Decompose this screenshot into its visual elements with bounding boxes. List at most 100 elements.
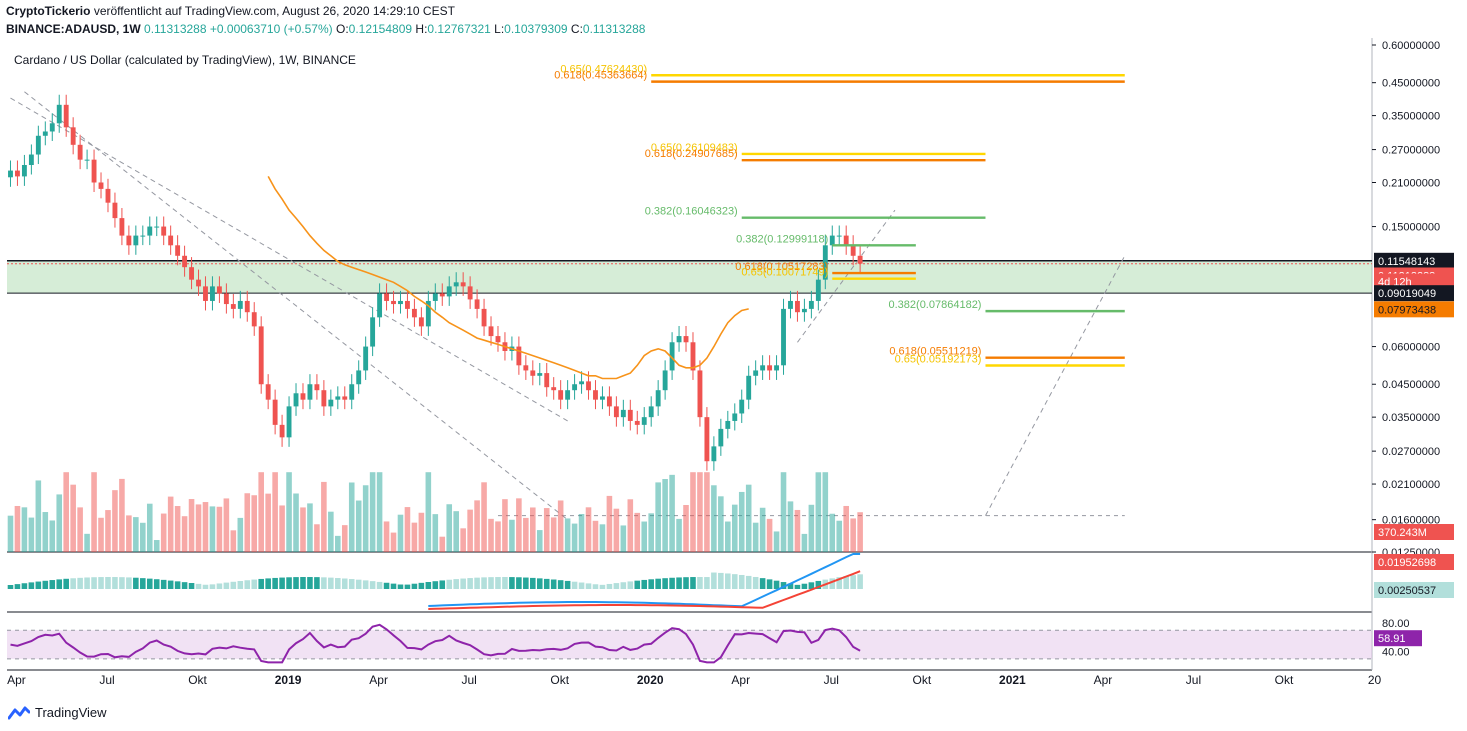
time-tick-label: Apr bbox=[1094, 673, 1113, 687]
macd-histogram-bar bbox=[787, 583, 794, 589]
volume-bar bbox=[230, 530, 237, 552]
macd-histogram-bar bbox=[613, 583, 620, 589]
candle-body bbox=[42, 131, 48, 136]
volume-bar bbox=[676, 518, 682, 552]
macd-histogram-bar bbox=[585, 583, 592, 589]
rsi-tick-label: 40.00 bbox=[1382, 647, 1410, 659]
candle-body bbox=[8, 170, 13, 178]
macd-histogram-bar bbox=[307, 577, 313, 589]
macd-label: 0.00250537 bbox=[1378, 585, 1436, 597]
time-tick-label: Okt bbox=[188, 673, 207, 687]
candle-body bbox=[781, 308, 786, 366]
candle-body bbox=[606, 396, 612, 407]
time-tick-label: Apr bbox=[369, 673, 388, 687]
macd-histogram-bar bbox=[244, 580, 251, 589]
candle-body bbox=[808, 300, 814, 309]
price-label: 0.09019049 bbox=[1378, 288, 1436, 300]
macd-histogram-bar bbox=[383, 582, 390, 589]
macd-histogram-bar bbox=[683, 577, 689, 589]
macd-histogram-bar bbox=[662, 578, 668, 589]
candle-body bbox=[732, 413, 738, 421]
high-label: H: bbox=[415, 22, 428, 36]
tradingview-logo[interactable]: TradingView bbox=[8, 705, 107, 720]
macd-histogram-bar bbox=[523, 577, 529, 589]
candle-body bbox=[432, 293, 438, 301]
macd-histogram-bar bbox=[181, 582, 188, 589]
candle-body bbox=[676, 336, 682, 343]
macd-histogram-bar bbox=[35, 581, 42, 589]
candle-body bbox=[384, 293, 389, 301]
candle-body bbox=[600, 396, 605, 400]
volume-bar bbox=[530, 507, 536, 552]
volume-bar bbox=[502, 499, 508, 552]
price-chart[interactable]: 0.65(0.47624430)0.618(0.45363664) 0.65(0.… bbox=[0, 38, 1467, 698]
publisher-name[interactable]: CryptoTickerio bbox=[6, 4, 91, 18]
macd-histogram-bar bbox=[578, 582, 585, 589]
volume-bar bbox=[690, 472, 696, 552]
candle-body bbox=[140, 235, 146, 237]
macd-histogram-bar bbox=[731, 574, 738, 589]
macd-histogram-bar bbox=[550, 579, 557, 589]
volume-bar bbox=[35, 480, 42, 552]
price-tick-label: 0.21000000 bbox=[1382, 177, 1440, 189]
time-tick-label: Jul bbox=[461, 673, 476, 687]
macd-histogram-bar bbox=[112, 577, 118, 589]
volume-bar bbox=[711, 485, 717, 552]
volume-bar bbox=[725, 521, 731, 552]
candle-body bbox=[697, 370, 703, 418]
trend-lines bbox=[10, 91, 1126, 521]
price-tick-label: 0.27000000 bbox=[1382, 145, 1440, 157]
volume-bar bbox=[509, 519, 515, 552]
fib-level-label: 0.382(0.07864182) bbox=[889, 299, 982, 311]
time-tick-label: Jul bbox=[99, 673, 114, 687]
candle-body bbox=[15, 170, 20, 177]
macd-histogram-bar bbox=[446, 579, 453, 589]
volume-bar bbox=[550, 517, 557, 552]
macd-histogram-bar bbox=[530, 577, 536, 589]
price-axis: 0.60000000 0.45000000 0.35000000 0.27000000… bbox=[1372, 40, 1454, 659]
candle-body bbox=[230, 304, 236, 309]
macd-histogram-bar bbox=[70, 578, 76, 589]
fib-levels: 0.65(0.47624430)0.618(0.45363664) 0.65(0.… bbox=[554, 63, 1125, 367]
candle-body bbox=[572, 384, 578, 391]
volume-bar bbox=[801, 533, 808, 552]
candle-body bbox=[760, 365, 766, 371]
volume-bar bbox=[857, 512, 863, 552]
macd-histogram-bar bbox=[230, 581, 237, 589]
macd-histogram-bar bbox=[84, 577, 90, 589]
chart-area[interactable]: 0.65(0.47624430) 0.618(0.45363664) 0.65(0.… bbox=[0, 38, 1467, 698]
macd-histogram-bar bbox=[599, 584, 606, 589]
candle-body bbox=[662, 370, 668, 391]
candle-body bbox=[767, 365, 773, 371]
macd-histogram-bar bbox=[160, 579, 167, 589]
volume-bar bbox=[362, 485, 369, 552]
macd-label: 0.01952698 bbox=[1378, 557, 1436, 569]
support-zone bbox=[7, 260, 1372, 294]
macd-histogram-bar bbox=[209, 584, 216, 589]
time-axis: Apr Jul Okt 2019 Apr Jul Okt 2020 Apr Jul Okt 2021 A… bbox=[7, 673, 1381, 687]
volume-bar bbox=[70, 484, 76, 552]
macd-histogram-bar bbox=[829, 578, 836, 589]
price-tick-label: 0.15000000 bbox=[1382, 222, 1440, 234]
volume-bar bbox=[7, 515, 14, 552]
candle-body bbox=[815, 279, 821, 301]
candle-body bbox=[133, 235, 139, 246]
macd-histogram-bar bbox=[418, 582, 425, 589]
macd-histogram-bar bbox=[258, 578, 264, 589]
volume-bar bbox=[404, 507, 411, 552]
price-tick-label: 0.45000000 bbox=[1382, 78, 1440, 90]
downtrend-line bbox=[24, 91, 568, 521]
price-label-box bbox=[1374, 252, 1454, 269]
candle-body bbox=[565, 390, 571, 400]
tradingview-icon bbox=[8, 706, 30, 719]
macd-histogram-bar bbox=[223, 582, 230, 589]
volume-bar bbox=[432, 514, 439, 552]
macd-histogram-bar bbox=[355, 579, 362, 589]
macd-histogram-bar bbox=[592, 584, 599, 589]
macd-histogram-bar bbox=[780, 582, 787, 589]
price-tick-label: 0.01600000 bbox=[1382, 515, 1440, 527]
volume-bar bbox=[425, 472, 432, 552]
candle-body bbox=[683, 336, 689, 343]
macd-histogram-bar bbox=[641, 579, 648, 589]
macd-histogram-bar bbox=[279, 577, 285, 589]
